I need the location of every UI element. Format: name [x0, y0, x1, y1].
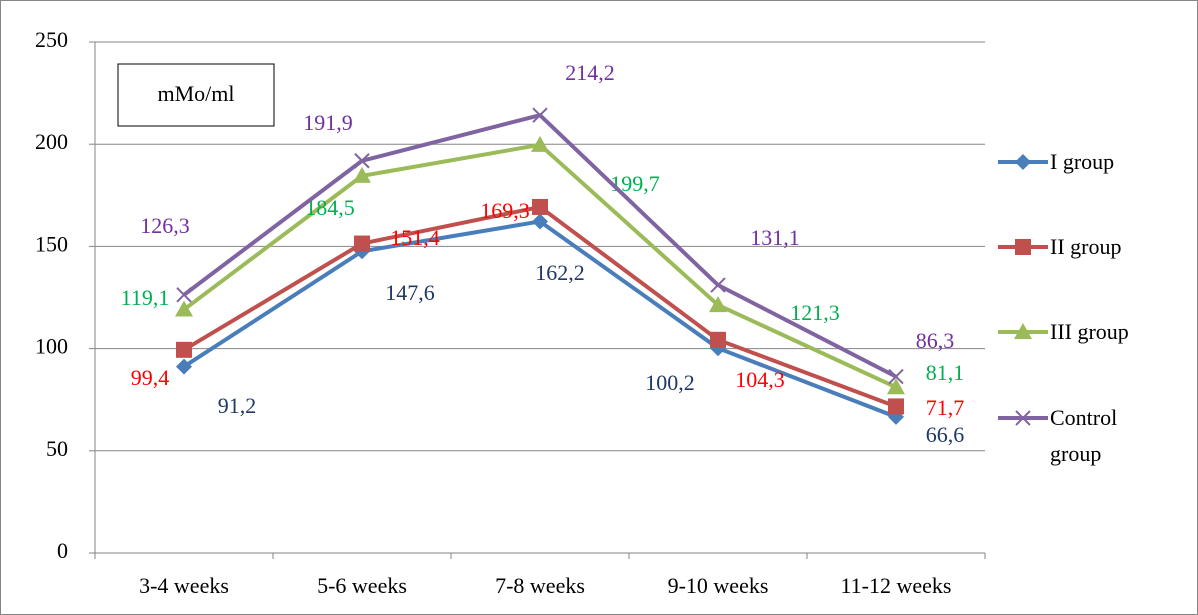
- data-label: 99,4: [131, 365, 170, 390]
- data-label: 86,3: [916, 328, 955, 353]
- data-label: 131,1: [750, 225, 800, 250]
- marker: [532, 198, 548, 215]
- marker: [888, 398, 904, 415]
- marker: [709, 296, 727, 313]
- marker: [532, 107, 548, 123]
- data-label: 81,1: [926, 360, 965, 385]
- marker: [354, 153, 370, 169]
- marker: [531, 135, 549, 152]
- y-tick-label: 250: [35, 27, 68, 52]
- y-tick-label: 150: [35, 231, 68, 256]
- marker: [175, 300, 193, 317]
- x-tick-label: 11-12 weeks: [841, 573, 952, 598]
- data-label: 162,2: [535, 260, 585, 285]
- data-label: 66,6: [926, 422, 965, 447]
- data-label: 100,2: [645, 370, 695, 395]
- data-label: 121,3: [790, 300, 840, 325]
- legend-label: Control group: [1050, 405, 1118, 466]
- y-tick-label: 0: [57, 538, 68, 563]
- data-label: 214,2: [565, 60, 615, 85]
- marker: [888, 368, 904, 385]
- data-label: 126,3: [140, 213, 190, 238]
- data-label: 71,7: [926, 395, 965, 420]
- annotation: mMo/ml: [157, 81, 234, 106]
- marker: [887, 378, 905, 395]
- marker: [354, 235, 370, 252]
- legend-label: II group: [1050, 234, 1122, 259]
- x-tick-label: 5-6 weeks: [317, 573, 407, 598]
- marker: [1015, 154, 1031, 170]
- y-tick-label: 100: [35, 334, 68, 359]
- data-label: 104,3: [735, 367, 785, 392]
- data-label: 191,9: [303, 110, 353, 135]
- marker: [176, 287, 192, 303]
- marker: [1015, 410, 1031, 426]
- legend-label: I group: [1050, 149, 1115, 174]
- data-label: 199,7: [610, 171, 660, 196]
- legend-label: III group: [1050, 319, 1129, 344]
- marker: [710, 277, 726, 293]
- data-label: 91,2: [218, 393, 257, 418]
- marker: [353, 166, 371, 183]
- x-tick-label: 9-10 weeks: [668, 573, 769, 598]
- data-label: 169,3: [480, 198, 530, 223]
- marker: [532, 213, 548, 230]
- annotation-box: [117, 63, 275, 127]
- marker: [1014, 323, 1032, 339]
- marker: [176, 341, 192, 358]
- data-label: 119,1: [121, 285, 170, 310]
- data-label: 147,6: [385, 280, 435, 305]
- x-tick-label: 7-8 weeks: [495, 573, 585, 598]
- marker: [176, 358, 192, 375]
- y-tick-label: 50: [46, 436, 68, 461]
- marker: [1015, 239, 1031, 255]
- x-tick-label: 3-4 weeks: [139, 573, 229, 598]
- marker: [710, 331, 726, 348]
- y-tick-label: 200: [35, 129, 68, 154]
- data-label: 151,4: [390, 225, 440, 250]
